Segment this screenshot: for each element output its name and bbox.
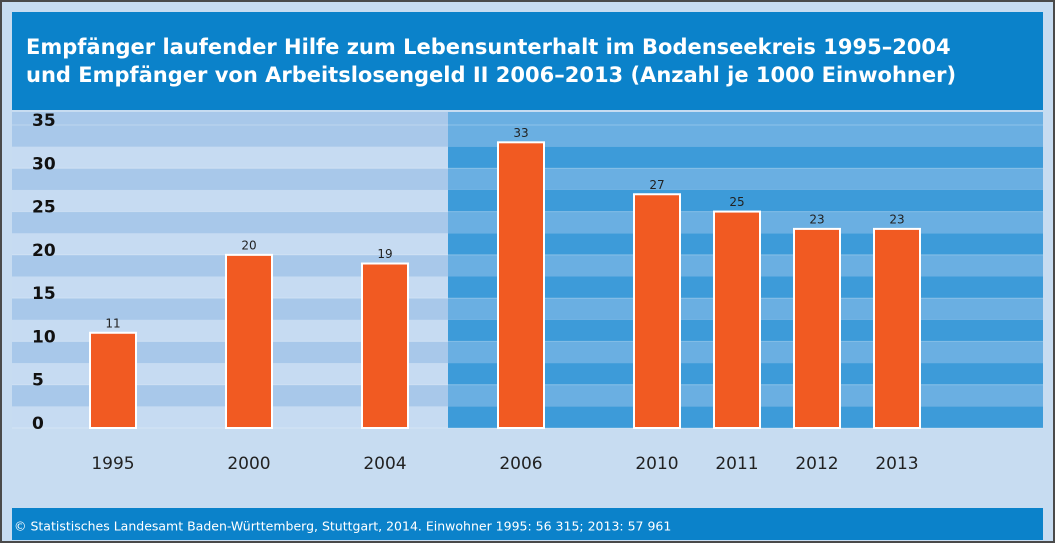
bar [793,227,841,429]
x-tick-label: 2013 [875,454,918,474]
stripe [448,189,1043,212]
value-label: 23 [809,212,824,226]
y-tick-label: 25 [32,198,56,218]
stripe [12,112,448,125]
y-tick-label: 15 [32,284,56,304]
y-tick-label: 20 [32,241,56,261]
source: © Statistisches Landesamt Baden-Württemb… [14,519,671,534]
x-tick-label: 2004 [363,454,406,474]
bar [873,227,921,429]
stripe [12,168,448,190]
stripe [448,112,1043,125]
value-label: 11 [105,316,120,330]
bar [633,193,681,429]
chart-title: Empfänger laufender Hilfe zum Lebensunte… [26,35,951,59]
stripe [12,211,448,234]
value-label: 25 [729,195,744,209]
y-tick-label: 10 [32,327,56,347]
x-tick-label: 2000 [227,454,270,474]
value-label: 20 [241,238,256,252]
y-tick-label: 0 [32,414,44,434]
bar [361,262,409,429]
stripe [12,233,448,255]
y-tick-label: 30 [32,154,56,174]
value-label: 33 [513,126,528,140]
x-tick-label: 2012 [795,454,838,474]
bar [89,331,137,429]
value-label: 27 [649,178,664,192]
stripe [448,168,1043,190]
y-tick-label: 5 [32,371,44,391]
value-label: 19 [377,247,392,261]
bar [497,141,545,429]
chart-title: und Empfänger von Arbeitslosengeld II 20… [26,63,956,87]
bar [713,210,761,429]
x-tick-label: 2011 [715,454,758,474]
x-tick-label: 2006 [499,454,542,474]
value-label: 23 [889,212,904,226]
x-tick-label: 1995 [91,454,134,474]
stripe [12,146,448,169]
footer-band [12,508,1043,540]
stripe [12,125,448,147]
stripe [448,125,1043,147]
bar [225,253,273,429]
title-band [12,12,1043,110]
x-tick-label: 2010 [635,454,678,474]
stripe [448,146,1043,169]
y-tick-label: 35 [32,111,56,131]
stripe [12,189,448,212]
